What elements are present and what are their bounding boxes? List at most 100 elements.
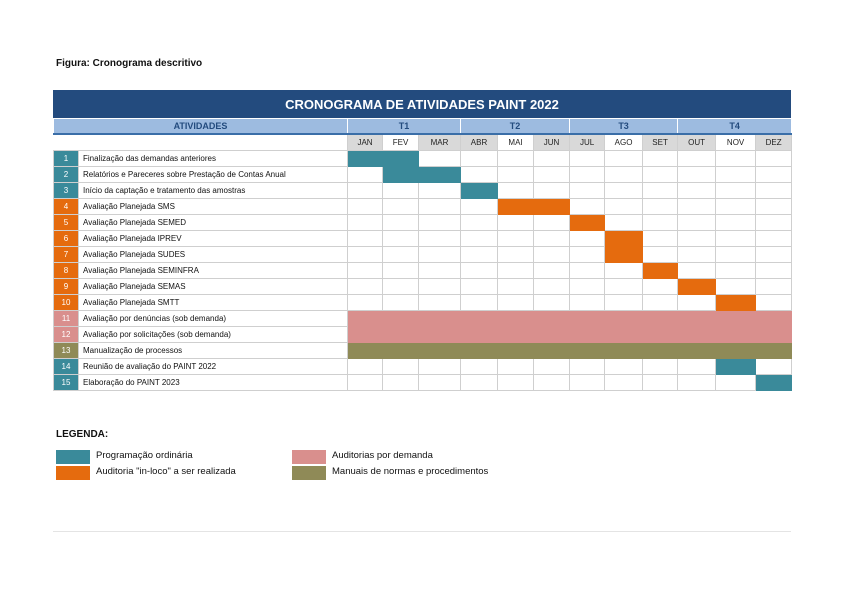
gantt-empty-cell — [677, 150, 717, 167]
legend-item: Auditoria "in-loco" a ser realizada — [56, 466, 236, 480]
gantt-empty-cell — [755, 294, 793, 311]
gantt-empty-cell — [497, 230, 535, 247]
gantt-empty-cell — [569, 262, 606, 279]
gantt-empty-cell — [347, 166, 383, 183]
activity-row: 1 Finalização das demandas anteriores — [53, 150, 793, 167]
gantt-bar-cell — [497, 342, 535, 359]
gantt-empty-cell — [497, 374, 535, 391]
activity-label: Finalização das demandas anteriores — [78, 150, 348, 167]
legend-swatch — [56, 466, 90, 480]
gantt-bar-cell — [382, 150, 419, 167]
gantt-empty-cell — [569, 198, 606, 215]
gantt-empty-cell — [642, 166, 679, 183]
activity-label: Relatórios e Pareceres sobre Prestação d… — [78, 166, 348, 183]
gantt-bar-cell — [715, 294, 757, 311]
gantt-empty-cell — [642, 198, 679, 215]
gantt-empty-cell — [604, 358, 644, 375]
activity-number: 9 — [53, 278, 79, 295]
gantt-empty-cell — [347, 374, 383, 391]
gantt-bar-cell — [417, 310, 462, 327]
activity-label: Avaliação Planejada SMTT — [78, 294, 348, 311]
gantt-empty-cell — [347, 230, 383, 247]
activity-row: 10 Avaliação Planejada SMTT — [53, 294, 793, 311]
gantt-empty-cell — [460, 294, 499, 311]
legend-item: Programação ordinária — [56, 450, 193, 464]
activity-label: Início da captação e tratamento das amos… — [78, 182, 348, 199]
month-row-spacer — [53, 133, 348, 151]
gantt-empty-cell — [460, 278, 499, 295]
activity-label: Manualização de processos — [78, 342, 348, 359]
gantt-bar-cell — [533, 198, 571, 215]
month-header-mar: MAR — [417, 133, 462, 151]
month-header-out: OUT — [677, 133, 717, 151]
gantt-empty-cell — [460, 262, 499, 279]
gantt-empty-cell — [642, 294, 679, 311]
gantt-empty-cell — [533, 294, 571, 311]
gantt-empty-cell — [417, 198, 462, 215]
gantt-bar-cell — [677, 342, 717, 359]
month-header-jun: JUN — [533, 133, 571, 151]
gantt-empty-cell — [347, 246, 383, 263]
activity-number: 1 — [53, 150, 79, 167]
gantt-empty-cell — [533, 166, 571, 183]
legend-swatch — [292, 466, 326, 480]
legend-item: Auditorias por demanda — [292, 450, 433, 464]
gantt-empty-cell — [642, 214, 679, 231]
gantt-bar-cell — [382, 310, 419, 327]
legend-swatch — [56, 450, 90, 464]
gantt-empty-cell — [533, 214, 571, 231]
gantt-empty-cell — [347, 182, 383, 199]
gantt-empty-cell — [755, 150, 793, 167]
activities-header: ATIVIDADES — [53, 118, 348, 135]
gantt-empty-cell — [497, 358, 535, 375]
gantt-empty-cell — [677, 294, 717, 311]
gantt-empty-cell — [460, 230, 499, 247]
activity-row: 5 Avaliação Planejada SEMED — [53, 214, 793, 231]
gantt-bar-cell — [755, 374, 793, 391]
activity-label: Avaliação por denúncias (sob demanda) — [78, 310, 348, 327]
quarter-header-t2: T2 — [460, 118, 571, 135]
gantt-bar-cell — [497, 310, 535, 327]
gantt-bar-cell — [347, 326, 383, 343]
quarter-header-t1: T1 — [346, 118, 462, 135]
gantt-empty-cell — [715, 374, 757, 391]
gantt-empty-cell — [533, 374, 571, 391]
gantt-empty-cell — [677, 262, 717, 279]
gantt-empty-cell — [382, 230, 419, 247]
gantt-empty-cell — [677, 214, 717, 231]
gantt-empty-cell — [677, 374, 717, 391]
gantt-empty-cell — [460, 358, 499, 375]
gantt-empty-cell — [604, 182, 644, 199]
gantt-bar-cell — [715, 342, 757, 359]
legend-swatch — [292, 450, 326, 464]
gantt-bar-cell — [347, 342, 383, 359]
gantt-empty-cell — [382, 358, 419, 375]
gantt-empty-cell — [677, 358, 717, 375]
gantt-empty-cell — [715, 214, 757, 231]
gantt-empty-cell — [755, 230, 793, 247]
gantt-bar-cell — [677, 326, 717, 343]
legend-label: Manuais de normas e procedimentos — [332, 466, 489, 477]
gantt-bar-cell — [533, 342, 571, 359]
gantt-empty-cell — [347, 294, 383, 311]
gantt-empty-cell — [755, 182, 793, 199]
quarter-header-t4: T4 — [677, 118, 793, 135]
activity-number: 3 — [53, 182, 79, 199]
gantt-empty-cell — [569, 150, 606, 167]
gantt-empty-cell — [604, 294, 644, 311]
activity-label: Avaliação Planejada SEMINFRA — [78, 262, 348, 279]
gantt-empty-cell — [755, 198, 793, 215]
gantt-empty-cell — [417, 278, 462, 295]
activity-number: 11 — [53, 310, 79, 327]
gantt-empty-cell — [569, 230, 606, 247]
activity-row: 8 Avaliação Planejada SEMINFRA — [53, 262, 793, 279]
activity-number: 2 — [53, 166, 79, 183]
gantt-bar-cell — [677, 278, 717, 295]
gantt-empty-cell — [497, 262, 535, 279]
gantt-empty-cell — [417, 182, 462, 199]
gantt-bar-cell — [382, 326, 419, 343]
gantt-empty-cell — [604, 198, 644, 215]
activity-row: 15 Elaboração do PAINT 2023 — [53, 374, 793, 391]
gantt-empty-cell — [755, 262, 793, 279]
gantt-bar-cell — [497, 198, 535, 215]
